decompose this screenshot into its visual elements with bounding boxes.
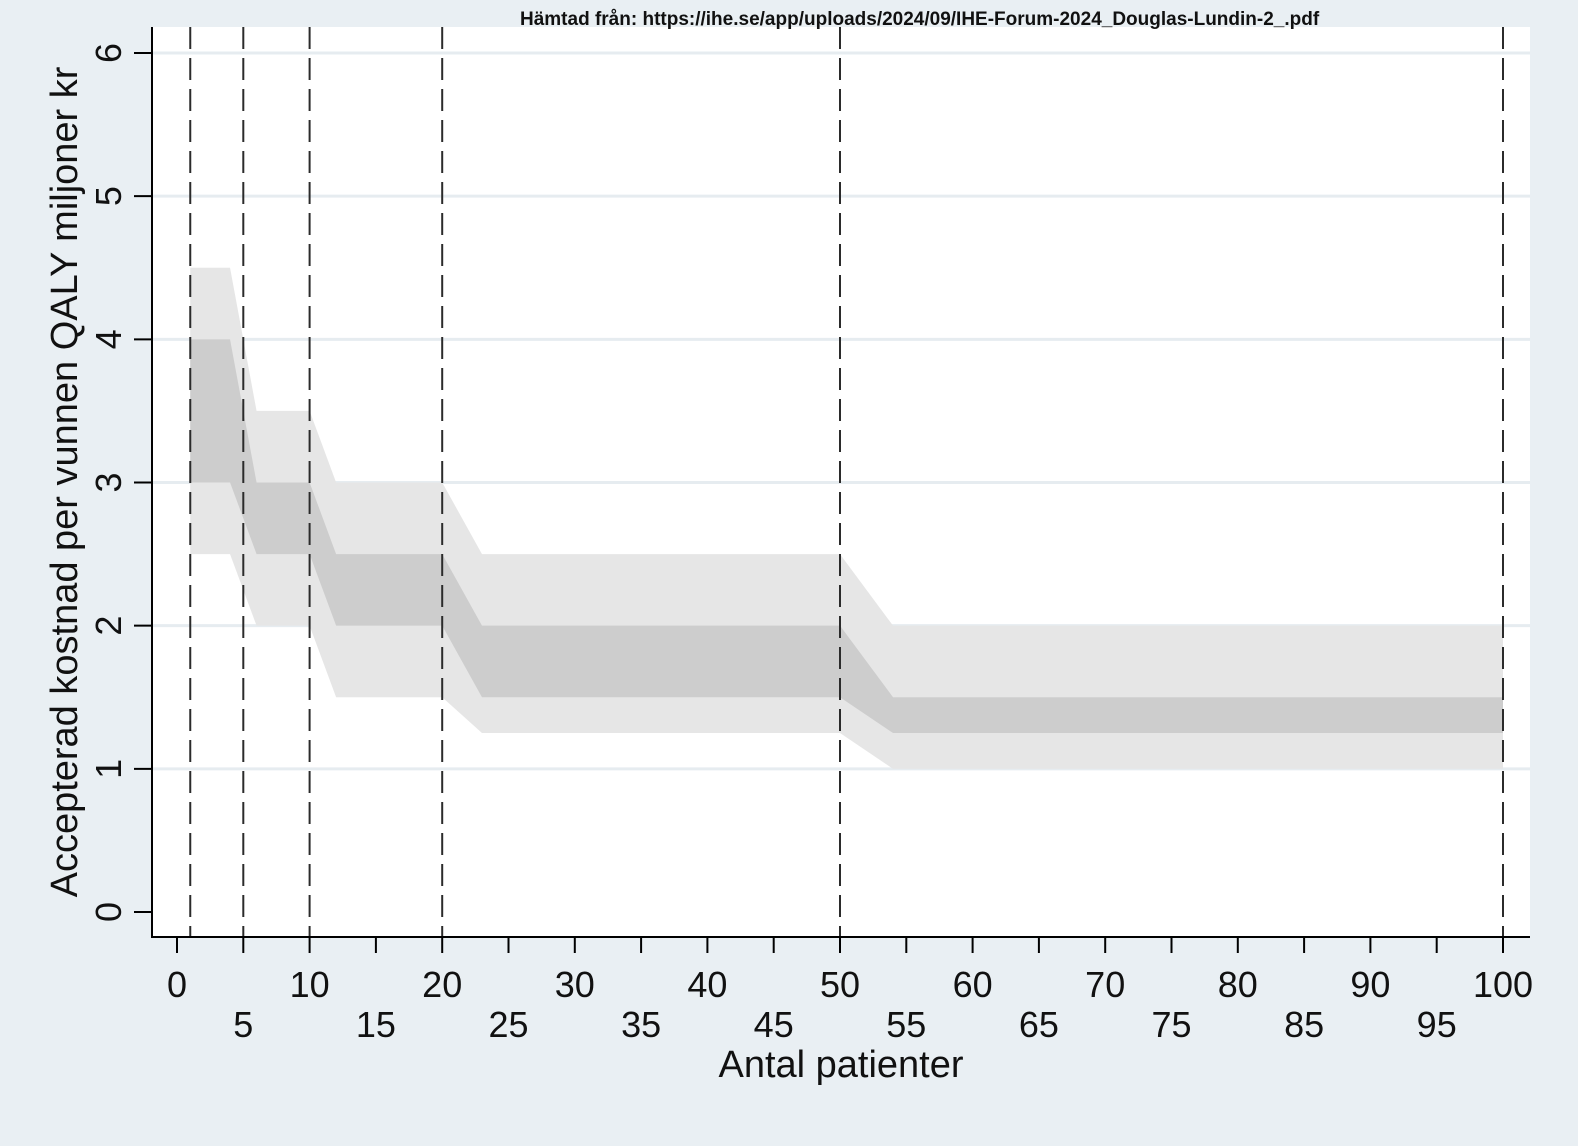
y-tick-label: 3 xyxy=(88,472,129,492)
x-tick-label: 100 xyxy=(1473,964,1533,1005)
x-tick-label: 85 xyxy=(1284,1004,1324,1045)
y-tick-label: 6 xyxy=(88,43,129,63)
x-tick-label: 75 xyxy=(1151,1004,1191,1045)
x-axis-title: Antal patienter xyxy=(718,1044,963,1086)
y-tick-label: 2 xyxy=(88,616,129,636)
x-tick-label: 15 xyxy=(356,1004,396,1045)
x-tick-label: 20 xyxy=(422,964,462,1005)
x-tick-label: 30 xyxy=(555,964,595,1005)
x-tick-label: 5 xyxy=(233,1004,253,1045)
y-tick-label: 0 xyxy=(88,902,129,922)
band-inner xyxy=(190,339,1503,734)
x-axis-ticks: 0 5 10 15 20 25 30 35 40 45 50 55 60 65 70 75 80 85 90 95 10… xyxy=(167,937,1533,1045)
y-tick-label: 5 xyxy=(88,186,129,206)
x-tick-label: 10 xyxy=(290,964,330,1005)
x-tick-label: 80 xyxy=(1218,964,1258,1005)
x-tick-label: 65 xyxy=(1019,1004,1059,1045)
x-tick-label: 25 xyxy=(488,1004,528,1045)
x-tick-label: 35 xyxy=(621,1004,661,1045)
x-tick-label: 40 xyxy=(687,964,727,1005)
y-tick-label: 4 xyxy=(88,329,129,349)
reference-lines xyxy=(189,27,1504,937)
x-tick-label: 55 xyxy=(886,1004,926,1045)
source-note: Hämtad från: https://ihe.se/app/uploads/… xyxy=(520,9,1320,30)
y-axis-ticks: 0 1 2 3 4 5 6 xyxy=(88,43,152,922)
y-axis-title: Accepterad kostnad per vunnen QALY miljo… xyxy=(44,66,86,897)
x-tick-label: 45 xyxy=(754,1004,794,1045)
x-tick-label: 90 xyxy=(1350,964,1390,1005)
confidence-bands xyxy=(190,267,1503,769)
x-tick-label: 95 xyxy=(1417,1004,1457,1045)
x-tick-label: 60 xyxy=(953,964,993,1005)
x-tick-label: 50 xyxy=(820,964,860,1005)
y-tick-label: 1 xyxy=(88,759,129,779)
x-tick-label: 0 xyxy=(167,964,187,1005)
x-tick-label: 70 xyxy=(1085,964,1125,1005)
